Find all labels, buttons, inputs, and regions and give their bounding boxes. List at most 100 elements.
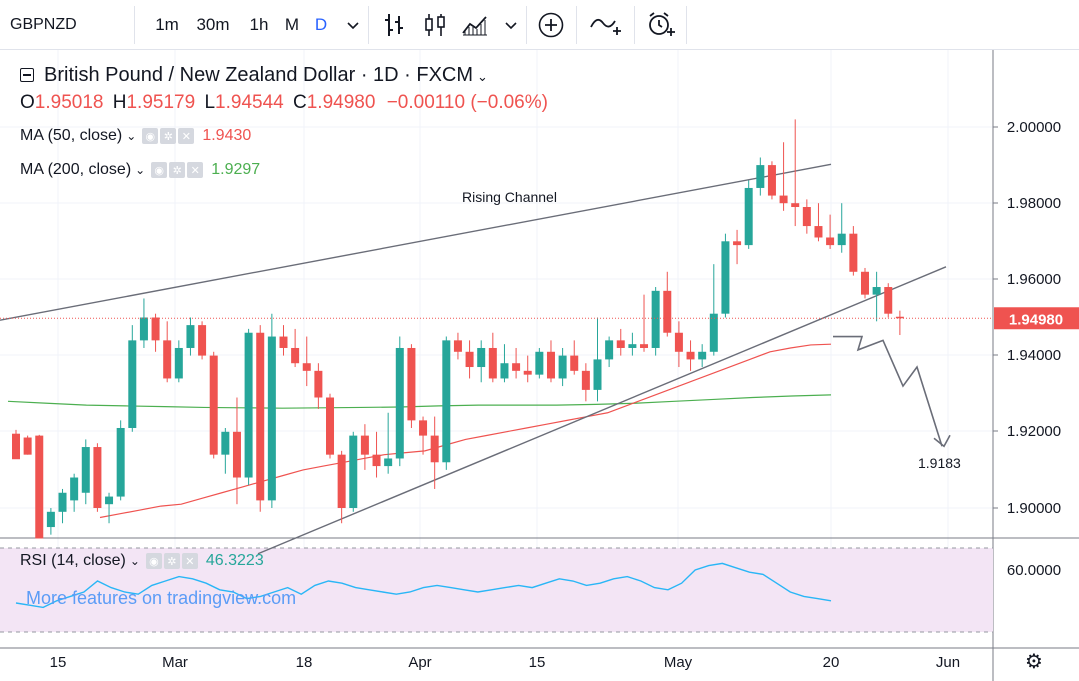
candle-body <box>791 203 800 208</box>
bar-chart-icon[interactable] <box>378 0 412 50</box>
candle <box>814 203 823 242</box>
chevron-down-icon[interactable]: ⌄ <box>129 554 140 568</box>
candle-body <box>453 340 462 352</box>
visibility-icon[interactable]: ◉ <box>145 553 162 569</box>
close-icon[interactable]: ✕ <box>178 128 195 144</box>
add-indicator-icon[interactable] <box>534 0 568 50</box>
candle <box>35 434 44 539</box>
candle <box>558 347 567 387</box>
candle <box>302 336 311 387</box>
candle-body <box>488 347 497 379</box>
ma200-legend[interactable]: MA (200, close) ⌄ ◉ ✲ ✕ 1.9297 <box>20 161 260 179</box>
timeframe-1h[interactable]: 1h <box>249 15 269 34</box>
candle-body <box>12 433 20 460</box>
candle <box>349 431 358 512</box>
candle <box>686 340 695 371</box>
candles-icon[interactable] <box>418 0 452 50</box>
projection-path <box>833 335 951 448</box>
price-tick-label: 1.96000 <box>1007 271 1061 288</box>
chevron-down-icon[interactable]: ⌄ <box>126 129 137 143</box>
candle-body <box>744 187 753 246</box>
compare-icon[interactable] <box>584 0 628 50</box>
alert-icon[interactable] <box>640 0 680 50</box>
candle-body <box>81 447 90 493</box>
timeframe-month[interactable]: M <box>284 15 300 34</box>
candle-body <box>93 447 102 508</box>
candle-body <box>35 435 44 539</box>
candle <box>616 328 625 356</box>
symbol-button[interactable]: GBPNZD <box>10 16 77 33</box>
candle <box>465 340 474 379</box>
visibility-icon[interactable]: ◉ <box>142 128 159 144</box>
candle-body <box>360 435 369 455</box>
candle-body <box>442 340 451 463</box>
price-axis: 2.00000 1.98000 1.96000 1.94000 1.92000 1.900… <box>993 119 1079 579</box>
timeframe-1m[interactable]: 1m <box>155 15 179 34</box>
settings-icon[interactable]: ✲ <box>169 162 186 178</box>
chevron-down-icon[interactable] <box>498 0 524 50</box>
last-price-label: 1.94980 <box>1009 311 1063 328</box>
channel-lower-line <box>257 266 947 555</box>
symbol-description: British Pound / New Zealand Dollar · 1D … <box>44 64 474 86</box>
settings-icon[interactable]: ✲ <box>163 553 180 569</box>
candle-body <box>535 351 544 375</box>
price-tick-label: 1.98000 <box>1007 195 1061 212</box>
candle-body <box>895 316 904 319</box>
candle <box>372 431 381 478</box>
ma50-legend[interactable]: MA (50, close) ⌄ ◉ ✲ ✕ 1.9430 <box>20 127 251 145</box>
candle <box>163 321 172 383</box>
settings-gear-icon[interactable]: ⚙ <box>1025 649 1043 673</box>
candle-body <box>209 355 218 455</box>
candle <box>488 332 497 383</box>
chevron-down-icon[interactable]: ⌄ <box>135 163 146 177</box>
low-label: L <box>204 92 216 113</box>
candle <box>314 363 323 409</box>
candle <box>198 321 207 360</box>
candle <box>721 233 730 318</box>
candle <box>698 344 707 368</box>
last-price-badge <box>994 307 1079 330</box>
candle-body <box>349 435 358 508</box>
candle <box>232 397 241 505</box>
price-chart[interactable]: 2.00000 1.98000 1.96000 1.94000 1.92000 1.900… <box>0 50 1079 681</box>
candle-body <box>291 347 300 364</box>
candle-body <box>384 458 393 467</box>
price-tick-label: 1.92000 <box>1007 423 1061 440</box>
close-icon[interactable]: ✕ <box>181 553 198 569</box>
time-axis: 15 Mar 18 Apr 15 May 20 Jun ⚙ <box>50 649 1043 673</box>
legend-title[interactable]: British Pound / New Zealand Dollar · 1D … <box>20 64 488 87</box>
candle <box>546 340 555 383</box>
candle-body <box>802 207 811 227</box>
chevron-down-icon[interactable] <box>340 0 366 50</box>
close-icon[interactable]: ✕ <box>187 162 204 178</box>
time-tick-label: Mar <box>162 654 188 671</box>
area-chart-icon[interactable] <box>458 0 492 50</box>
candle <box>279 325 288 356</box>
timeframe-day[interactable]: D <box>314 15 328 34</box>
candle <box>12 429 20 460</box>
candle <box>860 267 869 299</box>
chevron-down-icon[interactable]: ⌄ <box>477 69 488 84</box>
timeframe-30m[interactable]: 30m <box>196 15 230 34</box>
candle <box>500 344 509 383</box>
collapse-icon[interactable] <box>20 68 34 82</box>
rsi-label: RSI (14, close) <box>20 552 126 569</box>
settings-icon[interactable]: ✲ <box>160 128 177 144</box>
toolbar-divider <box>368 6 369 44</box>
visibility-icon[interactable]: ◉ <box>151 162 168 178</box>
candle <box>674 321 683 368</box>
price-tick-label: 2.00000 <box>1007 119 1061 136</box>
candle <box>151 313 160 352</box>
watermark-text[interactable]: More features on tradingview.com <box>26 588 297 608</box>
candle-body <box>174 347 183 379</box>
candle-body <box>826 237 835 246</box>
candle-body <box>709 313 718 352</box>
rsi-legend[interactable]: RSI (14, close) ⌄ ◉ ✲ ✕ 46.3223 <box>20 552 264 570</box>
candle-body <box>186 325 195 348</box>
candle-body <box>651 290 660 348</box>
candle-body <box>163 340 172 379</box>
toolbar-divider <box>634 6 635 44</box>
projection-line <box>833 335 943 447</box>
candle-body <box>512 363 521 371</box>
ma-200-line <box>7 394 832 409</box>
